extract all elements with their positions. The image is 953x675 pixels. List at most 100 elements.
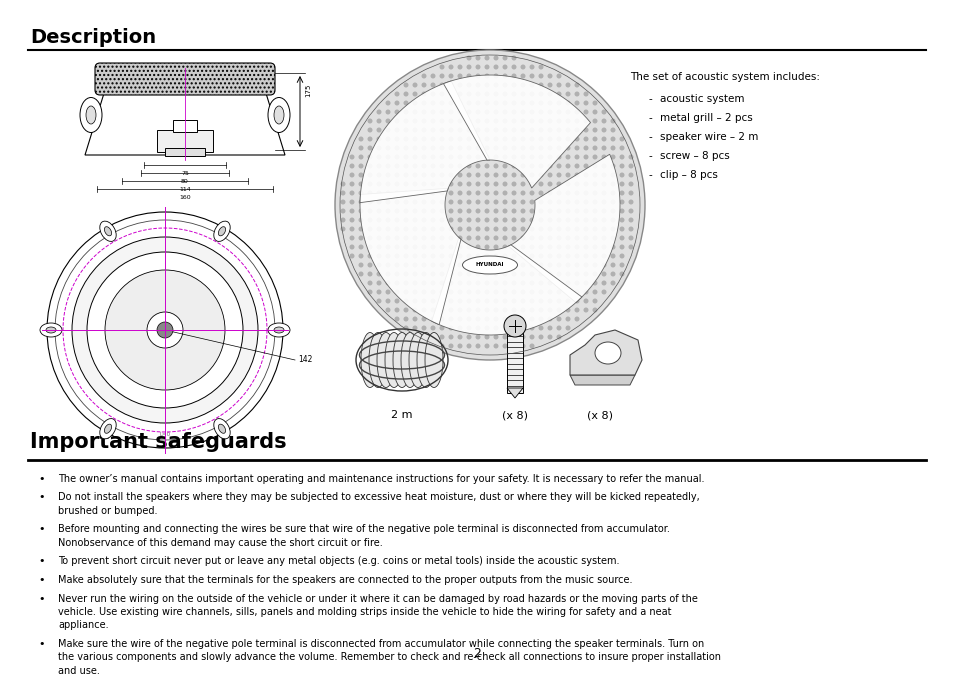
- Circle shape: [385, 217, 390, 223]
- Circle shape: [466, 236, 471, 240]
- Circle shape: [537, 128, 543, 132]
- Circle shape: [358, 163, 363, 169]
- Circle shape: [430, 281, 435, 286]
- Circle shape: [610, 200, 615, 205]
- Circle shape: [601, 109, 606, 115]
- Text: 2 m: 2 m: [391, 410, 413, 420]
- Circle shape: [520, 325, 525, 331]
- Circle shape: [529, 263, 534, 267]
- Circle shape: [466, 155, 471, 159]
- Ellipse shape: [409, 333, 427, 387]
- Circle shape: [439, 65, 444, 70]
- Circle shape: [376, 290, 381, 294]
- Circle shape: [511, 317, 516, 321]
- Circle shape: [592, 155, 597, 159]
- Circle shape: [610, 146, 615, 151]
- Circle shape: [457, 163, 462, 169]
- Circle shape: [503, 315, 525, 337]
- Circle shape: [457, 74, 462, 78]
- Circle shape: [601, 290, 606, 294]
- Circle shape: [412, 298, 417, 304]
- Polygon shape: [508, 155, 619, 302]
- Circle shape: [421, 227, 426, 232]
- Circle shape: [475, 173, 480, 178]
- Circle shape: [475, 317, 480, 321]
- Circle shape: [537, 271, 543, 277]
- Circle shape: [511, 325, 516, 331]
- Circle shape: [610, 263, 615, 267]
- Circle shape: [484, 173, 489, 178]
- Circle shape: [395, 200, 399, 205]
- Text: -: -: [647, 94, 651, 104]
- Circle shape: [502, 244, 507, 250]
- Circle shape: [403, 101, 408, 105]
- Polygon shape: [443, 75, 590, 188]
- Circle shape: [537, 244, 543, 250]
- Circle shape: [457, 254, 462, 259]
- Circle shape: [448, 82, 453, 88]
- Text: •: •: [39, 493, 45, 502]
- Circle shape: [511, 290, 516, 294]
- Circle shape: [556, 263, 561, 267]
- Circle shape: [511, 298, 516, 304]
- Circle shape: [466, 227, 471, 232]
- Circle shape: [592, 136, 597, 142]
- Text: acoustic system: acoustic system: [659, 94, 743, 104]
- Circle shape: [466, 298, 471, 304]
- Circle shape: [484, 227, 489, 232]
- Circle shape: [565, 244, 570, 250]
- Circle shape: [439, 308, 444, 313]
- Circle shape: [529, 74, 534, 78]
- Circle shape: [583, 146, 588, 151]
- Circle shape: [448, 236, 453, 240]
- Circle shape: [475, 325, 480, 331]
- Circle shape: [592, 244, 597, 250]
- Circle shape: [610, 190, 615, 196]
- Circle shape: [403, 92, 408, 97]
- Circle shape: [556, 128, 561, 132]
- Circle shape: [502, 271, 507, 277]
- Circle shape: [529, 254, 534, 259]
- Circle shape: [520, 254, 525, 259]
- Circle shape: [412, 263, 417, 267]
- Circle shape: [412, 236, 417, 240]
- Circle shape: [583, 136, 588, 142]
- Circle shape: [403, 82, 408, 88]
- Circle shape: [403, 173, 408, 178]
- Circle shape: [367, 146, 372, 151]
- Text: •: •: [39, 524, 45, 535]
- Circle shape: [484, 344, 489, 348]
- Circle shape: [511, 254, 516, 259]
- Circle shape: [448, 325, 453, 331]
- Circle shape: [412, 290, 417, 294]
- Circle shape: [475, 74, 480, 78]
- Ellipse shape: [595, 342, 620, 364]
- Circle shape: [457, 271, 462, 277]
- Circle shape: [529, 308, 534, 313]
- Circle shape: [610, 254, 615, 259]
- Circle shape: [457, 190, 462, 196]
- Circle shape: [439, 92, 444, 97]
- Circle shape: [529, 136, 534, 142]
- Circle shape: [430, 74, 435, 78]
- Circle shape: [367, 254, 372, 259]
- Circle shape: [537, 290, 543, 294]
- Circle shape: [376, 236, 381, 240]
- Text: Do not install the speakers where they may be subjected to excessive heat moistu: Do not install the speakers where they m…: [58, 493, 699, 502]
- Circle shape: [610, 128, 615, 132]
- Circle shape: [618, 209, 624, 213]
- Circle shape: [484, 65, 489, 70]
- Circle shape: [583, 308, 588, 313]
- Circle shape: [493, 308, 498, 313]
- Circle shape: [412, 271, 417, 277]
- Circle shape: [457, 92, 462, 97]
- Circle shape: [592, 254, 597, 259]
- Circle shape: [439, 173, 444, 178]
- Circle shape: [520, 65, 525, 70]
- Ellipse shape: [213, 221, 230, 242]
- Circle shape: [448, 190, 453, 196]
- Circle shape: [475, 217, 480, 223]
- Circle shape: [618, 244, 624, 250]
- Circle shape: [475, 344, 480, 348]
- Circle shape: [537, 263, 543, 267]
